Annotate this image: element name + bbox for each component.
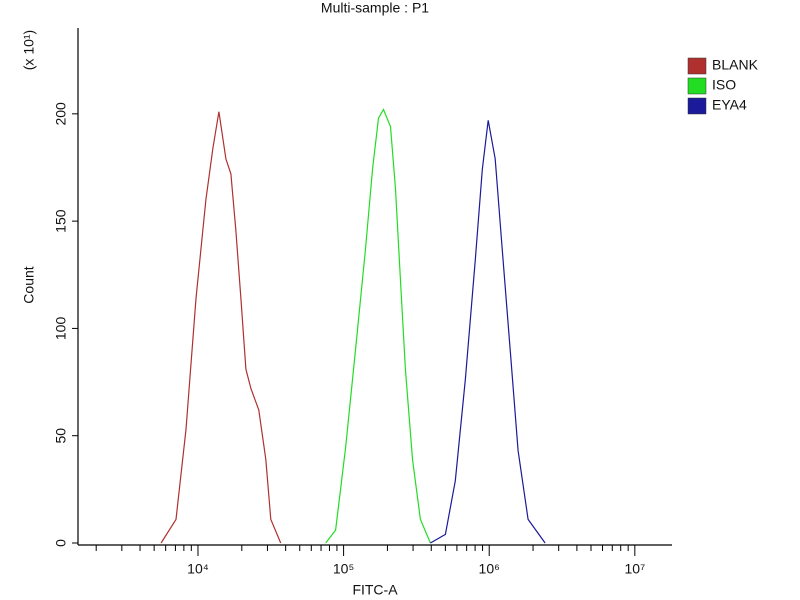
series-line (160, 111, 282, 544)
y-tick-label: 0 (53, 539, 69, 547)
series-line (325, 108, 431, 544)
x-tick-label: 10⁵ (333, 561, 354, 577)
legend-swatch (687, 57, 707, 75)
chart-title: Multi-sample : P1 (321, 0, 429, 16)
y-axis-label: Count (21, 266, 37, 303)
y-tick-label: 150 (53, 209, 69, 233)
x-tick-label: 10⁴ (187, 561, 209, 577)
x-axis-label: FITC-A (352, 582, 398, 598)
y-tick-label: 200 (53, 102, 69, 126)
y-tick-label: 100 (53, 317, 69, 341)
legend-swatch (687, 77, 707, 95)
legend-label: EYA4 (712, 97, 747, 113)
legend-label: BLANK (712, 57, 759, 73)
x-tick-label: 10⁶ (479, 561, 500, 577)
legend-label: ISO (712, 77, 736, 93)
series-line (430, 120, 546, 544)
x-tick-label: 10⁷ (625, 561, 646, 577)
y-tick-label: 50 (53, 428, 69, 444)
legend-swatch (687, 97, 707, 115)
y-scale-label: (x 10¹) (21, 30, 37, 70)
